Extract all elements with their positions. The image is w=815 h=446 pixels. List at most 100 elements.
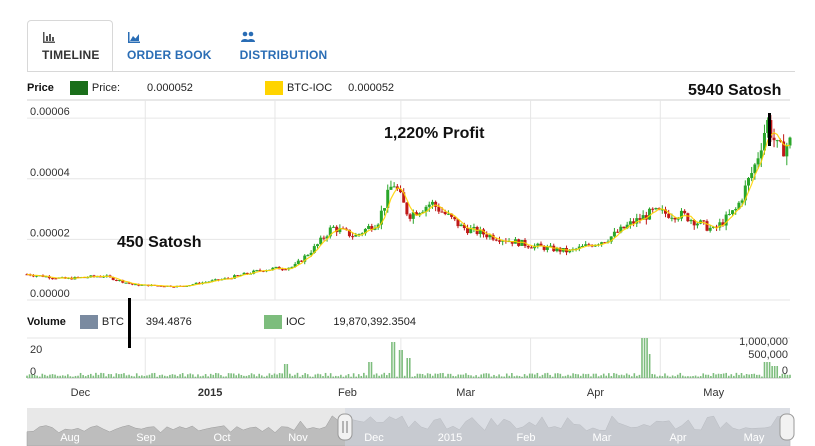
volume-bar [258, 373, 261, 378]
volume-ytick-left-label: 20 [30, 344, 42, 356]
volume-bar [439, 373, 442, 378]
candle-body [399, 189, 403, 193]
volume-bar [528, 373, 531, 378]
tab-timeline[interactable]: TIMELINE [27, 20, 113, 72]
candle-body [414, 212, 418, 216]
volume-bar [740, 373, 743, 378]
candle-body [130, 283, 134, 285]
volume-bar [54, 374, 56, 378]
volume-bar [692, 376, 694, 378]
candle-body [731, 210, 735, 215]
candle-body [673, 217, 677, 220]
candle-body [750, 173, 754, 178]
candle-body [424, 206, 428, 212]
candle-body [114, 279, 118, 281]
volume-bar [784, 374, 786, 378]
candle-body [545, 246, 549, 250]
volume-bar [442, 372, 444, 378]
volume-bar [378, 375, 380, 378]
candle-body [683, 210, 687, 214]
volume-bar [176, 376, 179, 378]
volume-bar [199, 376, 202, 378]
candle-body [510, 241, 514, 244]
volume-bar [222, 376, 225, 378]
price-legend-swatch[interactable] [69, 81, 88, 95]
btc-ioc-legend-label: BTC-IOC [286, 82, 333, 94]
volume-bar [238, 373, 240, 378]
volume-bar [204, 374, 207, 378]
tab-order-book[interactable]: ORDER BOOK [113, 20, 226, 72]
volume-bar [457, 374, 460, 378]
candle-body [539, 243, 543, 247]
volume-bar [786, 374, 789, 378]
volume-bar [534, 374, 536, 378]
x-axis-label: Feb [338, 387, 357, 399]
volume-bar [600, 375, 602, 378]
candle-body [252, 270, 256, 274]
candle-body [354, 234, 358, 237]
tab-order-book-label: ORDER BOOK [127, 48, 212, 62]
btc-volume-legend-swatch[interactable] [79, 315, 98, 329]
volume-bar [745, 373, 748, 378]
volume-bar [633, 373, 636, 378]
volume-bar [485, 373, 488, 378]
candle-body [526, 245, 530, 248]
volume-bar [408, 358, 411, 378]
volume-bar [556, 373, 559, 378]
navigator-label: Dec [364, 432, 384, 444]
candle-body [111, 277, 115, 280]
volume-bar [51, 374, 54, 378]
volume-bar [480, 374, 483, 378]
volume-bar [625, 373, 628, 378]
volume-bar [536, 372, 539, 378]
candle-body [619, 226, 623, 233]
volume-bar [659, 375, 661, 378]
volume-bar [694, 375, 697, 378]
candle-body [708, 227, 712, 231]
volume-bar [610, 376, 613, 378]
volume-bar [406, 358, 409, 378]
candle-body [290, 266, 294, 268]
candle-body [236, 275, 240, 277]
volume-bar [163, 375, 166, 378]
navigator-left-handle[interactable] [337, 413, 353, 441]
volume-bar [630, 376, 633, 378]
volume-bar [676, 374, 679, 378]
btc-ioc-legend-swatch[interactable] [264, 81, 283, 95]
candle-body [271, 267, 275, 270]
price-legend-value: 0.000052 [147, 82, 193, 94]
volume-bar [26, 375, 28, 378]
candle-body [351, 236, 355, 238]
volume-bar [273, 373, 276, 378]
volume-bar [337, 376, 340, 378]
volume-bar [102, 373, 105, 378]
x-axis-label: 2015 [198, 387, 222, 399]
volume-bar [250, 373, 253, 378]
navigator-right-handle[interactable] [779, 413, 795, 441]
candle-body [635, 218, 639, 224]
candle-body [721, 222, 725, 226]
candle-body [542, 246, 546, 250]
volume-bar [689, 376, 692, 378]
candle-body [772, 137, 776, 141]
tab-distribution[interactable]: DISTRIBUTION [226, 20, 342, 72]
candle-body [689, 220, 693, 222]
candle-body [258, 270, 262, 272]
candle-body [587, 244, 591, 246]
volume-ytick-left-label: 0 [30, 366, 36, 378]
volume-bar [74, 375, 77, 378]
navigator-label: Sep [136, 432, 156, 444]
volume-bar [380, 374, 383, 378]
volume-bar [674, 376, 676, 378]
volume-bar [651, 373, 654, 378]
volume-bar [263, 376, 266, 378]
candle-body [392, 186, 396, 188]
ioc-volume-legend-swatch[interactable] [263, 315, 282, 329]
volume-bar [656, 376, 659, 378]
volume-bar [235, 375, 238, 378]
volume-bar [500, 376, 503, 378]
candle-body [558, 247, 562, 252]
candle-body [121, 280, 125, 283]
volume-bar [426, 373, 429, 378]
